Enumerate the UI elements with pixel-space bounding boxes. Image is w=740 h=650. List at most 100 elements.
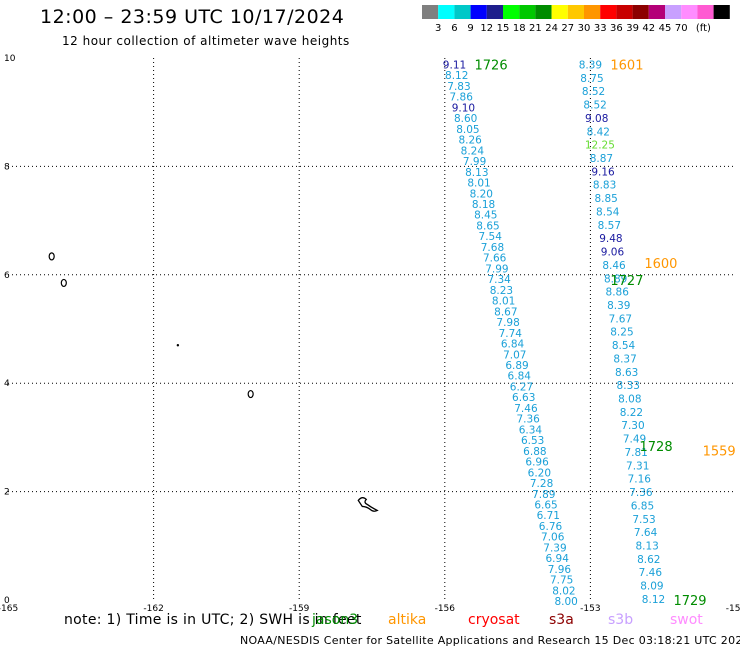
wave-height-label: 8.52: [583, 100, 606, 112]
colorbar-swatch: [616, 5, 633, 19]
wave-height-label: 8.01: [492, 296, 515, 308]
wave-height-label: 8.13: [635, 540, 658, 552]
wave-height-label: 8.13: [465, 167, 488, 179]
wave-height-label: 7.89: [532, 489, 555, 501]
wave-height-label: 9.48: [599, 233, 622, 245]
wave-height-label: 6.65: [534, 499, 557, 511]
colorbar-label: 70: [675, 23, 688, 34]
color-scale-bar: 3 6 9 12 15 18 21 24 27 30 33 36 39 42 45 70 (ft): [422, 5, 730, 34]
wave-height-label: 7.67: [609, 313, 632, 325]
wave-height-label: 8.39: [607, 300, 630, 312]
wave-height-label: 7.64: [634, 527, 658, 539]
wave-height-label: 7.07: [503, 349, 526, 361]
wave-height-label: 8.54: [596, 206, 620, 218]
wave-height-label: 7.06: [541, 532, 565, 544]
y-tick-label: 6: [4, 271, 10, 281]
wave-height-label: 8.62: [637, 554, 660, 566]
island-outline: [247, 389, 254, 399]
wave-height-label: 7.30: [621, 420, 644, 432]
wave-height-label: 8.65: [476, 220, 499, 232]
colorbar-swatch: [470, 5, 487, 19]
colorbar-swatch: [503, 5, 520, 19]
colorbar-swatch: [454, 5, 471, 19]
wave-height-label: 8.05: [456, 124, 479, 136]
credit-line: NOAA/NESDIS Center for Satellite Applica…: [240, 634, 740, 647]
wave-height-label: 12.25: [585, 140, 615, 152]
colorbar-label: 9: [467, 23, 473, 34]
legend-item-altika: altika: [388, 612, 427, 628]
wave-height-label: 6.71: [537, 510, 560, 522]
wave-height-label: 7.81: [624, 447, 647, 459]
wave-height-label: 6.20: [528, 467, 551, 479]
colorbar-label: 30: [578, 23, 591, 34]
pass-time-label: 1728: [640, 440, 673, 455]
colorbar-swatch: [551, 5, 568, 19]
colorbar-swatch: [422, 5, 439, 19]
wave-height-label: 8.09: [640, 581, 663, 593]
wave-height-label: 6.34: [519, 424, 543, 436]
island-outline: [48, 252, 55, 261]
wave-height-label: 7.16: [628, 474, 652, 486]
wave-height-label: 8.57: [598, 220, 621, 232]
wave-height-label: 8.08: [618, 394, 641, 406]
wave-height-label: 7.28: [530, 478, 553, 490]
y-tick-label: 0: [4, 596, 10, 606]
wave-height-label: 7.86: [450, 92, 474, 104]
colorbar-label: 39: [626, 23, 639, 34]
wave-height-label: 9.10: [452, 102, 475, 114]
wave-height-label: 8.83: [593, 180, 616, 192]
wave-height-label: 8.23: [490, 285, 513, 297]
wave-height-label: 7.68: [481, 242, 504, 254]
colorbar-label: 12: [480, 23, 493, 34]
colorbar-label: 18: [513, 23, 526, 34]
wave-height-label: 6.27: [510, 381, 533, 393]
colorbar-label: 6: [451, 23, 457, 34]
colorbar-label: 36: [610, 23, 623, 34]
x-tick-label: -153: [580, 604, 600, 614]
x-tick-label: -156: [435, 604, 456, 614]
wave-height-label: 7.66: [483, 253, 507, 265]
colorbar-label: (ft): [696, 23, 711, 34]
wave-height-label: 7.36: [516, 414, 540, 426]
island-outline: [60, 278, 67, 288]
wave-height-label: 6.84: [508, 371, 532, 383]
wave-height-label: 6.85: [631, 500, 654, 512]
colorbar-label: 42: [642, 23, 655, 34]
island-outline: [176, 344, 180, 347]
wave-height-label: 7.49: [623, 434, 646, 446]
wave-height-label: 7.36: [629, 487, 653, 499]
wave-height-label: 8.60: [454, 113, 477, 125]
wave-height-label: 7.96: [548, 564, 572, 576]
island-outline: [357, 497, 379, 512]
wave-height-label: 8.54: [612, 340, 636, 352]
page-title: 12:00 – 23:59 UTC 10/17/2024: [40, 6, 345, 28]
legend-item-s3b: s3b: [608, 612, 634, 628]
wave-height-label: 7.74: [499, 328, 523, 340]
colorbar-label: 15: [497, 23, 510, 34]
wave-height-label: 9.06: [601, 247, 625, 259]
colorbar-swatch: [665, 5, 682, 19]
wave-height-label: 8.37: [613, 353, 636, 365]
wave-height-label: 9.16: [591, 166, 615, 178]
wave-height-label: 6.84: [501, 339, 525, 351]
wave-height-label: 8.39: [579, 60, 602, 72]
wave-height-label: 7.54: [479, 231, 503, 243]
wave-height-label: 8.67: [494, 306, 517, 318]
colorbar-swatch: [600, 5, 617, 19]
colorbar-swatch: [681, 5, 698, 19]
legend-item-jason3: jason3: [312, 612, 359, 628]
colorbar-swatch: [486, 5, 503, 19]
legend-item-s3a: s3a: [549, 612, 574, 628]
legend-item-cryosat: cryosat: [468, 612, 520, 628]
wave-height-label: 9.11: [443, 60, 466, 72]
wave-height-label: 7.46: [639, 567, 663, 579]
colorbar-swatch: [648, 5, 665, 19]
colorbar-swatch: [584, 5, 601, 19]
pass-time-label: 1601: [610, 59, 643, 74]
colorbar-label: 33: [594, 23, 607, 34]
colorbar-swatch: [713, 5, 730, 19]
y-tick-label: 4: [4, 379, 10, 389]
wave-height-label: 8.12: [445, 70, 468, 82]
wave-height-label: 7.39: [543, 542, 566, 554]
wave-height-label: 6.76: [539, 521, 563, 533]
